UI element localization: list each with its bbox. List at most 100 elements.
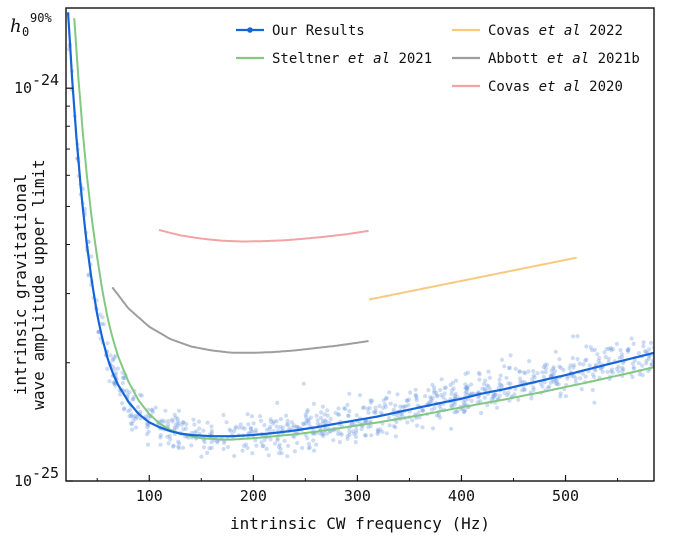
scatter-point [484,387,489,392]
scatter-point [100,315,105,320]
legend-label-part: et al [348,51,390,67]
scatter-point [343,406,348,412]
scatter-point [166,441,171,446]
scatter-point [636,361,642,366]
legend-label: Covas et al 2022 [488,23,623,39]
scatter-point [232,429,237,434]
scatter-point [545,385,551,390]
scatter-point [429,396,434,401]
scatter-point [224,420,229,425]
scatter-point [463,408,468,413]
scatter-point [527,359,532,364]
scatter-point [363,419,369,424]
scatter-point [551,379,556,384]
scatter-point [291,425,296,430]
scatter-point [644,350,649,355]
scatter-point [215,440,220,445]
scatter-point [362,433,367,438]
y-tick-label: 10 [14,472,32,490]
y-axis-label-line-1: intrinsic gravitational [11,174,30,396]
scatter-point [538,381,544,386]
scatter-point [583,358,588,363]
scatter-point [542,363,548,368]
scatter-point [543,366,549,371]
scatter-point [268,417,273,422]
scatter-point [172,412,177,417]
scatter-point [578,376,583,381]
scatter-point [280,425,285,430]
scatter-point [439,393,444,398]
scatter-point [199,454,204,459]
scatter-point [184,422,189,427]
scatter-point [233,426,238,431]
scatter-point [196,419,202,424]
scatter-point [584,357,589,362]
scatter-point [434,393,439,398]
scatter-point [305,418,310,423]
scatter-point [541,365,546,370]
scatter-point [253,430,258,435]
scatter-point [192,430,197,435]
scatter-point [449,403,454,408]
scatter-point [353,440,358,445]
scatter-point [322,412,327,417]
scatter-point [520,379,525,384]
scatter-point [502,364,507,369]
scatter-point [493,393,498,398]
scatter-point [145,425,150,430]
scatter-point [234,424,239,429]
scatter-point [482,386,487,392]
series-line-0 [66,12,654,438]
scatter-point [381,398,386,403]
scatter-point [393,425,398,430]
scatter-point [245,412,250,417]
scatter-point [402,404,407,409]
scatter-point [189,443,194,448]
scatter-point [171,444,176,449]
scatter-point [105,366,110,371]
scatter-point [507,365,512,370]
scatter-point [498,373,503,378]
scatter-point [571,363,577,368]
scatter-point [643,349,648,354]
scatter-point [464,389,469,394]
scatter-point [174,425,179,430]
scatter-point [616,369,621,374]
scatter-point [499,357,505,362]
scatter-point [369,398,375,403]
legend-label: Our Results [272,23,365,39]
legend-label-part: Covas [488,23,539,39]
scatter-point [469,391,474,396]
legend: Our Results Steltner et al 2021 Covas et a… [236,23,640,95]
scatter-point [320,418,325,423]
scatter-point [268,437,273,442]
scatter-point [192,422,197,427]
scatter-point [497,377,502,382]
scatter-point [268,419,274,424]
scatter-point [485,383,490,388]
scatter-point [304,418,309,423]
scatter-point [649,340,654,345]
scatter-point [605,369,610,374]
legend-label-part: et al [539,79,581,95]
scatter-point [420,407,425,413]
scatter-point [209,445,214,450]
scatter-point [553,378,558,383]
scatter-point [173,422,178,427]
scatter-point [306,446,311,451]
scatter-point [568,363,573,368]
scatter-point [311,438,316,443]
scatter-point [486,384,491,389]
scatter-point [321,433,326,439]
scatter-point [209,424,214,429]
scatter-point [320,421,325,426]
scatter-point [305,436,310,441]
scatter-point [430,395,435,400]
x-tick-label: 100 [136,487,163,505]
legend-label-part: Abbott [488,51,547,67]
scatter-point [625,348,630,353]
scatter-point [354,434,359,439]
scatter-point [268,424,273,429]
scatter-point [347,432,352,437]
scatter-point [150,410,155,415]
